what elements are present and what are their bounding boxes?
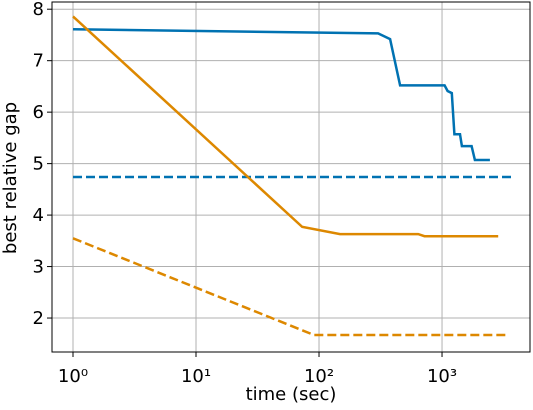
x-tick-label: 10² [304,366,334,387]
y-tick-label: 8 [33,0,44,20]
y-tick-label: 5 [33,154,44,175]
y-tick-label: 4 [33,205,44,226]
x-tick-label: 10¹ [181,366,211,387]
y-axis-label: best relative gap [0,102,21,254]
y-tick-label: 3 [33,257,44,278]
x-axis-label: time (sec) [246,384,337,405]
plot-frame [51,1,531,353]
x-tick-label: 10⁰ [58,366,88,387]
series-line [72,15,499,238]
x-tick-label: 10³ [427,366,457,387]
y-tick-label: 2 [33,308,44,329]
series-line [72,28,490,162]
series-line [72,237,509,337]
y-tick-label: 6 [33,102,44,123]
y-tick-label: 7 [33,51,44,72]
